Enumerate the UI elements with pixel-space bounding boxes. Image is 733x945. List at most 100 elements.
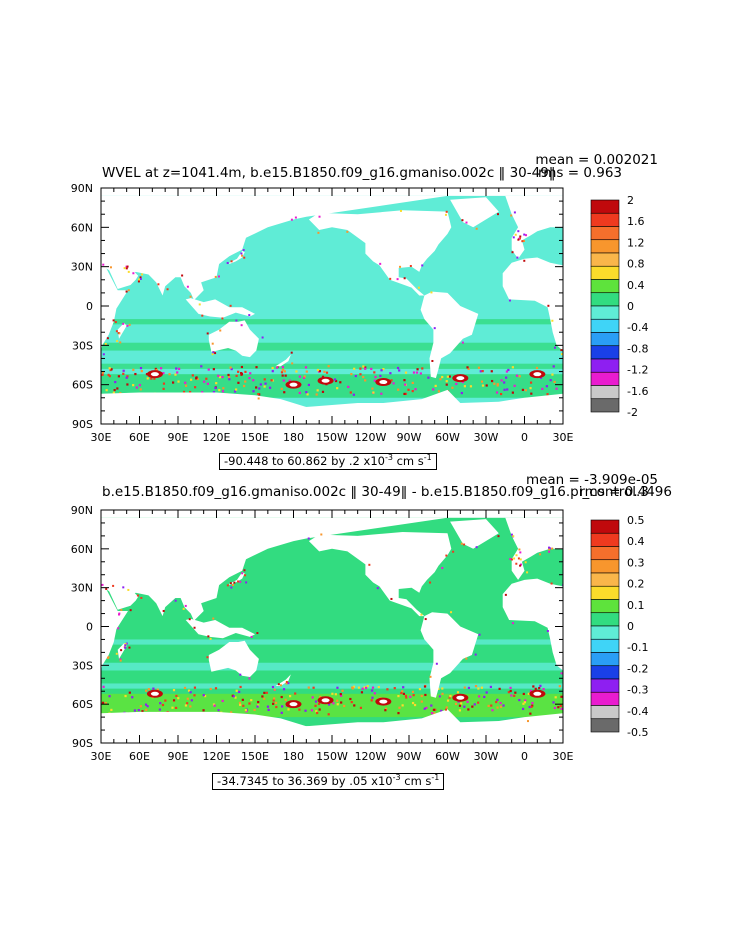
hotspot (242, 384, 246, 388)
hotspot (560, 707, 563, 710)
hotspot (430, 704, 433, 707)
hotspot (534, 687, 537, 690)
colorbar-swatch (590, 199, 620, 214)
coastal-speckle (515, 554, 518, 557)
hotspot-center (321, 378, 330, 383)
coastal-speckle (124, 643, 127, 646)
coastal-speckle (509, 558, 512, 561)
hotspot (259, 383, 262, 386)
hotspot (325, 371, 329, 374)
colorbar-label: -2 (627, 406, 638, 419)
hotspot (244, 370, 247, 373)
lon-label-180: 180 (283, 431, 304, 444)
hotspot (515, 374, 519, 377)
coastal-speckle (206, 656, 209, 659)
hotspot (252, 390, 255, 393)
hotspot (354, 374, 357, 378)
coastal-speckle (441, 566, 444, 569)
hotspot (178, 367, 181, 370)
coastal-speckle (232, 583, 235, 586)
lat-label-60S: 60S (72, 698, 93, 711)
coastal-speckle (452, 550, 455, 553)
land-mask (108, 585, 139, 610)
hotspot (445, 380, 448, 383)
hotspot (403, 379, 406, 382)
coastal-speckle (127, 588, 130, 591)
coastal-speckle (219, 329, 222, 332)
hotspot (238, 701, 242, 705)
coastal-speckle (233, 581, 236, 584)
hotspot (187, 689, 191, 692)
coastal-speckle (125, 267, 128, 270)
hotspot (102, 685, 105, 688)
colorbar-label: 1.2 (627, 236, 645, 249)
hotspot (398, 369, 401, 372)
hotspot (255, 386, 258, 389)
coastal-speckle (511, 251, 514, 254)
hotspot (557, 706, 560, 709)
lat-label-90S: 90S (72, 737, 93, 750)
lat-label-0: 0 (86, 621, 93, 634)
coastal-speckle (106, 656, 109, 659)
hotspot (545, 385, 548, 388)
colorbar-swatch (590, 371, 620, 386)
hotspot (319, 695, 322, 699)
hotspot (288, 379, 291, 382)
zonal-band (101, 683, 563, 689)
hotspot (184, 381, 187, 384)
hotspot (418, 688, 422, 691)
coastal-speckle (512, 236, 515, 239)
hotspot (189, 705, 192, 708)
hotspot (477, 366, 481, 369)
coastal-speckle (496, 213, 499, 216)
hotspot (351, 687, 355, 690)
hotspot (336, 699, 339, 702)
hotspot (352, 685, 355, 688)
hotspot (256, 705, 259, 708)
hotspot (390, 379, 393, 382)
panel-1: mean = 0.002021 rms = 0.963 WVEL at z=10… (0, 0, 733, 470)
hotspot (463, 705, 466, 708)
hotspot (275, 705, 278, 709)
colorbar-swatch (590, 519, 620, 534)
hotspot (441, 692, 444, 695)
lon-label-30W: 30W (474, 750, 499, 763)
hotspot (401, 704, 404, 707)
land-mask (420, 612, 479, 698)
hotspot (555, 387, 558, 390)
hotspot (439, 378, 442, 381)
hotspot (252, 379, 255, 382)
hotspot (263, 385, 266, 388)
hotspot (183, 686, 187, 690)
coastal-speckle (525, 234, 528, 237)
hotspot (449, 695, 452, 698)
colorbar-label: -0.5 (627, 726, 648, 739)
hotspot (500, 392, 503, 396)
coastal-speckle (346, 230, 349, 233)
land-mask (185, 618, 255, 639)
land-mask (101, 389, 563, 424)
hotspot (400, 691, 403, 695)
hotspot (343, 704, 346, 708)
hotspot (434, 384, 437, 387)
hotspot (350, 373, 353, 376)
coastal-speckle (512, 535, 515, 538)
hotspot (182, 390, 186, 394)
hotspot (287, 708, 290, 711)
hotspot (404, 383, 407, 386)
hotspot (352, 393, 355, 396)
colorbar-swatch (590, 398, 620, 413)
hotspot (363, 686, 366, 689)
panel-1-rms: rms = 0.963 (537, 165, 622, 181)
hotspot (318, 370, 322, 373)
hotspot (371, 387, 374, 390)
hotspot (361, 687, 364, 690)
coastal-speckle (104, 342, 107, 345)
hotspot (382, 368, 385, 371)
hotspot (427, 376, 430, 379)
coastal-speckle (390, 597, 393, 600)
coastal-speckle (560, 349, 563, 352)
hotspot (460, 391, 463, 395)
hotspot (553, 380, 556, 384)
coastal-speckle (465, 657, 468, 660)
